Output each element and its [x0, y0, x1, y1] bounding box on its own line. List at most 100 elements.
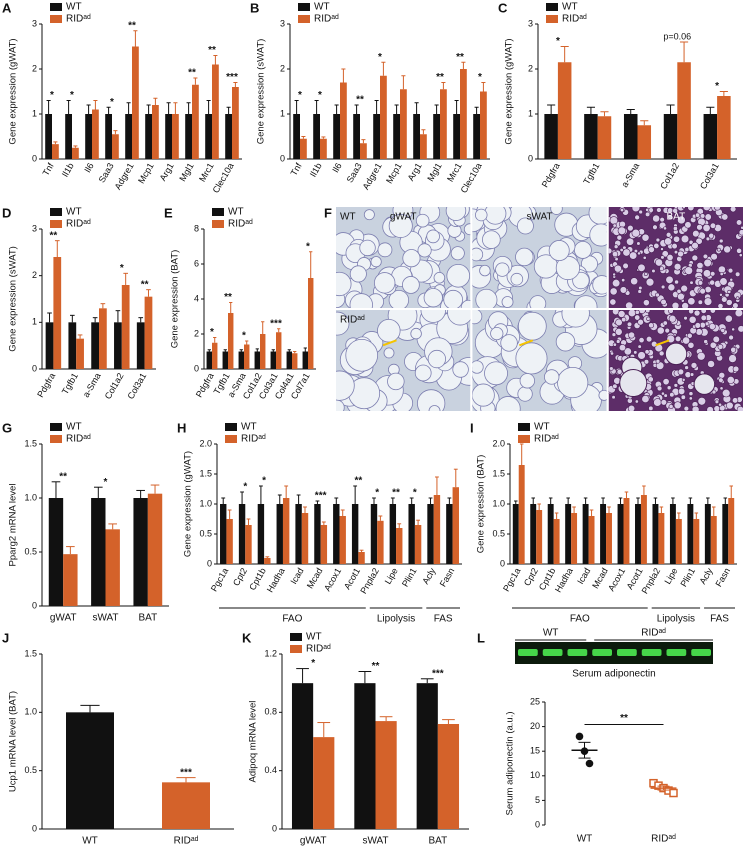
cell	[557, 366, 589, 399]
arrow	[382, 339, 397, 347]
y-tick-label: 0.5	[492, 528, 505, 538]
bar	[333, 504, 340, 564]
significance: **	[356, 95, 364, 106]
y-tick-label: 0	[32, 600, 37, 610]
lipid-droplet	[664, 342, 688, 366]
cell	[682, 207, 686, 210]
cell	[609, 216, 619, 225]
cell	[719, 386, 724, 391]
y-tick-label: 1.0	[24, 707, 37, 717]
cell	[709, 310, 716, 314]
y-axis-label: Gene expression (sWAT)	[256, 39, 267, 145]
cell	[734, 271, 741, 277]
legend-label: WT	[306, 632, 322, 643]
bar	[704, 504, 711, 564]
legend-label: WT	[562, 2, 578, 13]
bar	[245, 525, 252, 564]
cell	[735, 296, 740, 301]
x-tick-label: Acly	[420, 566, 437, 586]
cell	[634, 399, 639, 404]
y-tick-label: 1.2	[264, 648, 277, 658]
x-tick-label: Mcad	[305, 566, 325, 590]
cell	[609, 287, 618, 296]
bar	[320, 525, 328, 564]
cell	[643, 272, 648, 277]
x-tick-label: gWAT	[300, 836, 327, 847]
cell	[711, 389, 717, 395]
gel-label: RIDᵃᵈ	[641, 628, 666, 639]
bar	[584, 114, 598, 159]
panel-letter: A	[2, 0, 12, 15]
significance: ***	[270, 318, 282, 329]
cell	[729, 277, 734, 282]
cell	[694, 322, 702, 329]
bar	[473, 114, 480, 159]
cell	[736, 219, 743, 226]
micrograph	[472, 207, 607, 308]
y-tick-label: 0	[32, 363, 37, 373]
bar	[238, 504, 246, 564]
cell	[732, 302, 739, 308]
bar	[254, 351, 260, 369]
bar	[205, 114, 212, 159]
bar	[222, 351, 228, 369]
legend-swatch	[298, 3, 310, 11]
cell	[475, 288, 498, 308]
cell	[656, 326, 665, 335]
cell	[690, 362, 698, 369]
bar	[145, 114, 152, 159]
cell	[349, 265, 367, 283]
cell	[515, 247, 534, 267]
cell	[648, 322, 655, 329]
bar	[260, 334, 266, 369]
cell	[620, 208, 625, 213]
y-tick-label: 0	[280, 153, 285, 163]
micrograph	[336, 310, 471, 411]
legend-label: WT	[228, 207, 244, 218]
cell	[415, 213, 430, 228]
cell	[660, 255, 665, 260]
cell	[529, 295, 547, 308]
x-tick-label: Adgre1	[361, 161, 384, 191]
cell	[614, 264, 622, 273]
cell	[428, 405, 441, 411]
cell	[612, 279, 621, 288]
cell	[592, 275, 607, 295]
cell	[447, 310, 471, 326]
cell	[637, 344, 642, 349]
cell	[673, 262, 682, 271]
cell	[732, 365, 740, 373]
cell	[688, 310, 694, 315]
bar	[45, 114, 52, 159]
bar	[717, 96, 731, 159]
cell	[671, 243, 678, 250]
micrograph	[472, 310, 607, 411]
bar	[547, 504, 554, 564]
cell	[714, 399, 720, 404]
bar	[351, 504, 359, 564]
cell	[687, 207, 695, 212]
cell	[720, 328, 726, 333]
significance: ***	[315, 491, 327, 502]
cell	[634, 310, 640, 315]
legend-swatch	[50, 208, 62, 216]
cell	[668, 404, 674, 410]
cell	[638, 209, 643, 215]
bar	[623, 498, 630, 564]
cell	[687, 297, 696, 306]
panel-letter: C	[498, 0, 508, 15]
bar	[373, 114, 380, 159]
bar	[652, 504, 659, 564]
x-tick-label: Icad	[575, 566, 592, 586]
cell	[660, 247, 664, 251]
cell	[452, 361, 469, 378]
bar	[675, 519, 682, 564]
cell	[717, 303, 724, 308]
significance: **	[59, 471, 67, 482]
cell	[621, 317, 627, 323]
cell	[691, 405, 700, 411]
cell	[709, 222, 717, 229]
cell	[687, 341, 695, 349]
bar	[557, 62, 572, 159]
cell	[668, 314, 677, 323]
